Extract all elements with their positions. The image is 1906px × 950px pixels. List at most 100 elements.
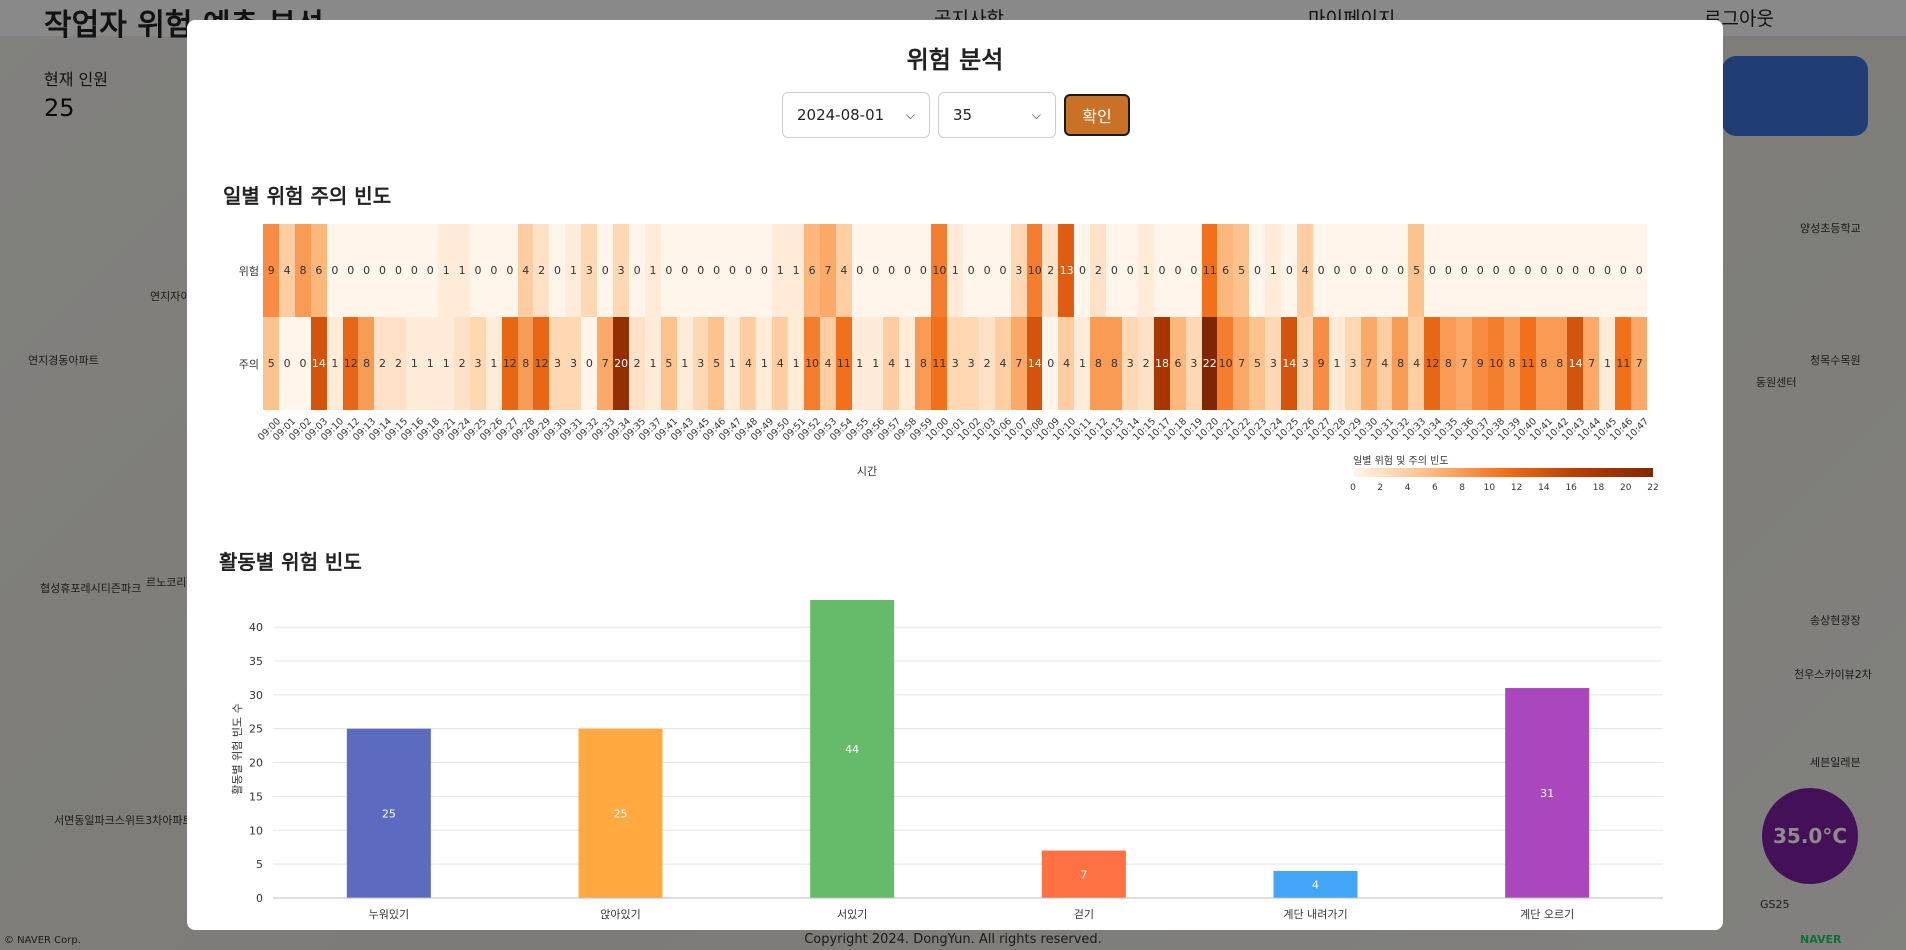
heatmap-cell[interactable]: 0 <box>1424 224 1441 317</box>
stats-card[interactable] <box>1722 56 1868 136</box>
heatmap-cell[interactable]: 9 <box>263 224 280 317</box>
heatmap-cell[interactable]: 1 <box>565 224 582 317</box>
heatmap-cell[interactable]: 0 <box>692 224 709 317</box>
heatmap-cell[interactable]: 0 <box>978 224 996 317</box>
heatmap-cell[interactable]: 4 <box>740 317 757 410</box>
heatmap-cell[interactable]: 0 <box>851 224 868 317</box>
heatmap-cell[interactable]: 1 <box>772 224 789 317</box>
activity-bar[interactable] <box>810 600 895 898</box>
heatmap-cell[interactable]: 11 <box>1201 224 1218 317</box>
heatmap-cell[interactable]: 1 <box>676 317 693 410</box>
confirm-button[interactable]: 확인 <box>1064 94 1130 136</box>
heatmap-cell[interactable]: 1 <box>1074 317 1091 410</box>
heatmap-cell[interactable]: 2 <box>453 317 471 410</box>
activity-bar[interactable] <box>1041 850 1126 898</box>
heatmap-cell[interactable]: 4 <box>835 224 853 317</box>
heatmap-cell[interactable]: 1 <box>1137 224 1155 317</box>
heatmap-cell[interactable]: 22 <box>1201 317 1218 410</box>
heatmap-cell[interactable]: 0 <box>1249 224 1266 317</box>
heatmap-cell[interactable]: 8 <box>1106 317 1123 410</box>
heatmap-cell[interactable]: 10 <box>931 224 948 317</box>
heatmap-cell[interactable]: 0 <box>501 224 519 317</box>
heatmap-cell[interactable]: 8 <box>517 317 534 410</box>
heatmap-cell[interactable]: 7 <box>1631 317 1648 410</box>
heatmap-cell[interactable]: 0 <box>1328 224 1346 317</box>
heatmap-cell[interactable]: 11 <box>931 317 948 410</box>
heatmap-cell[interactable]: 0 <box>278 317 296 410</box>
heatmap-cell[interactable]: 11 <box>1615 317 1632 410</box>
heatmap-cell[interactable]: 2 <box>1090 224 1107 317</box>
heatmap-cell[interactable]: 0 <box>1360 224 1378 317</box>
heatmap-cell[interactable]: 7 <box>1010 317 1028 410</box>
heatmap-cell[interactable]: 0 <box>597 224 614 317</box>
heatmap-cell[interactable]: 8 <box>1535 317 1553 410</box>
heatmap-cell[interactable]: 3 <box>581 224 598 317</box>
heatmap-cell[interactable]: 0 <box>1281 224 1298 317</box>
heatmap-cell[interactable]: 14 <box>310 317 328 410</box>
heatmap-cell[interactable]: 14 <box>1026 317 1043 410</box>
heatmap-cell[interactable]: 1 <box>947 224 964 317</box>
heatmap-cell[interactable]: 8 <box>915 317 932 410</box>
heatmap-cell[interactable]: 4 <box>819 317 837 410</box>
activity-bar[interactable] <box>1273 870 1358 898</box>
heatmap-cell[interactable]: 12 <box>342 317 359 410</box>
heatmap-cell[interactable]: 0 <box>342 224 359 317</box>
heatmap-cell[interactable]: 2 <box>390 317 407 410</box>
heatmap-cell[interactable]: 0 <box>390 224 407 317</box>
heatmap-cell[interactable]: 0 <box>1519 224 1537 317</box>
heatmap-cell[interactable]: 12 <box>1424 317 1441 410</box>
heatmap-cell[interactable]: 8 <box>1551 317 1568 410</box>
heatmap-cell[interactable]: 14 <box>1567 317 1584 410</box>
heatmap-cell[interactable]: 2 <box>374 317 391 410</box>
heatmap-cell[interactable]: 14 <box>1281 317 1298 410</box>
heatmap-cell[interactable]: 7 <box>819 224 837 317</box>
heatmap-cell[interactable]: 0 <box>469 224 487 317</box>
heatmap-cell[interactable]: 2 <box>628 317 646 410</box>
worker-select[interactable]: 35 ⌵ <box>938 92 1056 138</box>
heatmap-cell[interactable]: 12 <box>533 317 550 410</box>
heatmap-cell[interactable]: 7 <box>1233 317 1250 410</box>
heatmap-cell[interactable]: 3 <box>1344 317 1362 410</box>
heatmap-cell[interactable]: 1 <box>851 317 868 410</box>
heatmap-cell[interactable]: 2 <box>1137 317 1155 410</box>
heatmap-cell[interactable]: 0 <box>1487 224 1505 317</box>
heatmap-cell[interactable]: 1 <box>437 224 455 317</box>
heatmap-cell[interactable]: 11 <box>835 317 853 410</box>
heatmap-cell[interactable]: 0 <box>899 224 916 317</box>
heatmap-cell[interactable]: 8 <box>1392 317 1409 410</box>
heatmap-cell[interactable]: 0 <box>326 224 344 317</box>
heatmap-cell[interactable]: 7 <box>1583 317 1600 410</box>
heatmap-cell[interactable]: 0 <box>676 224 693 317</box>
heatmap-cell[interactable]: 0 <box>406 224 423 317</box>
heatmap-cell[interactable]: 6 <box>1169 317 1187 410</box>
activity-bar[interactable] <box>1505 688 1590 898</box>
heatmap-cell[interactable]: 9 <box>1472 317 1489 410</box>
heatmap-cell[interactable]: 0 <box>1074 224 1091 317</box>
heatmap-cell[interactable]: 0 <box>1472 224 1489 317</box>
heatmap-cell[interactable]: 0 <box>1583 224 1600 317</box>
heatmap-cell[interactable]: 1 <box>437 317 455 410</box>
heatmap-cell[interactable]: 8 <box>1090 317 1107 410</box>
heatmap-cell[interactable]: 0 <box>994 224 1012 317</box>
heatmap-cell[interactable]: 5 <box>263 317 280 410</box>
heatmap-cell[interactable]: 4 <box>1297 224 1314 317</box>
heatmap-cell[interactable]: 4 <box>1408 317 1425 410</box>
heatmap-cell[interactable]: 0 <box>1615 224 1632 317</box>
heatmap-cell[interactable]: 8 <box>294 224 312 317</box>
heatmap-cell[interactable]: 0 <box>724 224 741 317</box>
heatmap-cell[interactable]: 3 <box>1185 317 1203 410</box>
heatmap-cell[interactable]: 3 <box>1297 317 1314 410</box>
heatmap-cell[interactable]: 0 <box>1169 224 1187 317</box>
heatmap-cell[interactable]: 7 <box>597 317 614 410</box>
heatmap-cell[interactable]: 0 <box>1535 224 1553 317</box>
heatmap-cell[interactable]: 0 <box>1392 224 1409 317</box>
heatmap-cell[interactable]: 13 <box>1058 224 1075 317</box>
heatmap-cell[interactable]: 0 <box>1153 224 1171 317</box>
heatmap-cell[interactable]: 7 <box>1360 317 1378 410</box>
heatmap-cell[interactable]: 1 <box>1599 317 1616 410</box>
heatmap-cell[interactable]: 10 <box>803 317 821 410</box>
heatmap-cell[interactable]: 0 <box>708 224 725 317</box>
heatmap-cell[interactable]: 0 <box>756 224 773 317</box>
heatmap-cell[interactable]: 0 <box>1631 224 1648 317</box>
heatmap-cell[interactable]: 18 <box>1153 317 1171 410</box>
